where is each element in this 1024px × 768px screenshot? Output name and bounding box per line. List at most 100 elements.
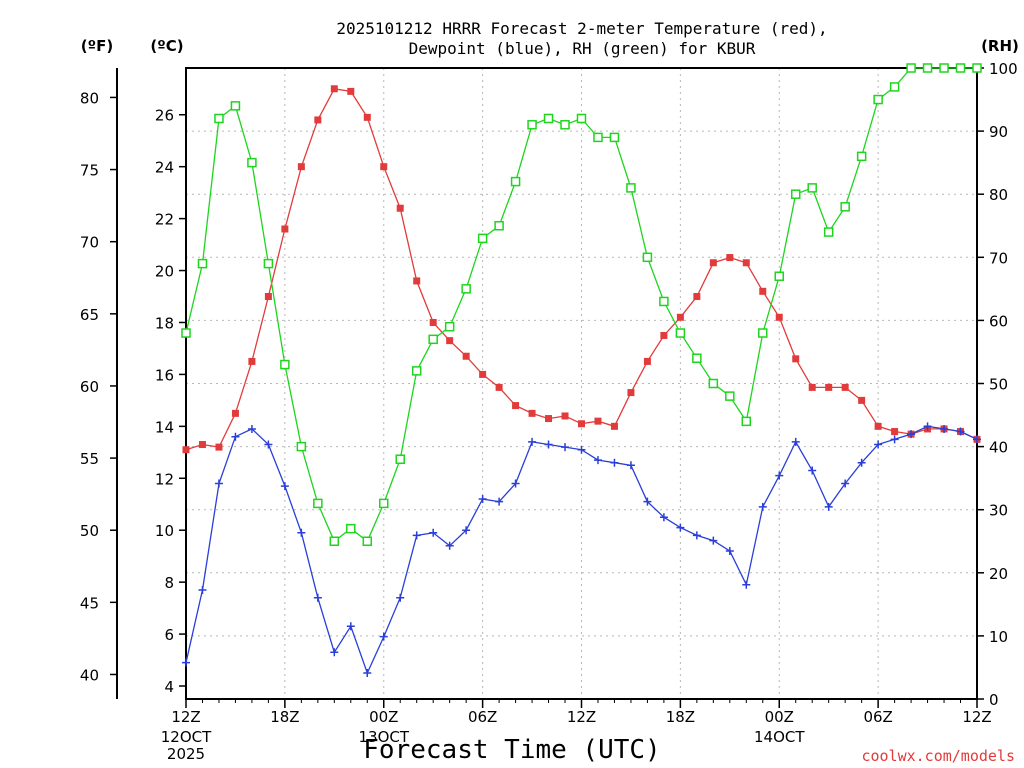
fahrenheit-tick-label: 40 bbox=[80, 666, 99, 684]
dewpoint-point bbox=[610, 458, 619, 467]
rh-point bbox=[873, 94, 883, 105]
dewpoint-point bbox=[297, 528, 306, 537]
dewpoint-point bbox=[544, 440, 553, 449]
rh-point bbox=[263, 258, 274, 269]
dewpoint-point bbox=[742, 580, 751, 589]
dewpoint-point bbox=[313, 593, 322, 602]
rh-point bbox=[543, 113, 554, 124]
x-date-label: 14OCT bbox=[754, 728, 805, 746]
fahrenheit-tick-label: 50 bbox=[80, 522, 99, 540]
dewpoint-point bbox=[231, 432, 240, 441]
dewpoint-point bbox=[412, 531, 421, 540]
data-series bbox=[181, 63, 982, 678]
fahrenheit-tick-label: 75 bbox=[80, 162, 99, 180]
rh-tick-label: 70 bbox=[989, 249, 1008, 267]
rh-point bbox=[428, 334, 438, 345]
chart-title-line1: 2025101212 HRRR Forecast 2-meter Tempera… bbox=[336, 19, 827, 38]
dewpoint-point bbox=[808, 466, 817, 475]
chart-title-line2: Dewpoint (blue), RH (green) for KBUR bbox=[409, 39, 756, 58]
temperature-point bbox=[462, 352, 470, 360]
celsius-tick-label: 10 bbox=[155, 522, 174, 540]
dewpoint-point bbox=[940, 424, 949, 433]
dewpoint-point bbox=[758, 502, 767, 511]
rh-tick-label: 40 bbox=[989, 439, 1008, 457]
celsius-tick-label: 20 bbox=[155, 263, 174, 281]
rh-point bbox=[955, 63, 966, 73]
dewpoint-point bbox=[561, 443, 570, 452]
dewpoint-point bbox=[264, 440, 273, 449]
rh-point bbox=[593, 132, 603, 143]
rh-point bbox=[939, 63, 949, 73]
x-tick-label: 12Z bbox=[171, 708, 200, 726]
temperature-point bbox=[215, 443, 223, 451]
rh-tick-label: 80 bbox=[989, 186, 1008, 204]
axes: 40 45 50 55 60 65 70 75 80 4 6 8 10 12 14 16 18 20 22 24 26 0… bbox=[80, 60, 1018, 763]
temperature-point bbox=[643, 357, 651, 365]
fahrenheit-tick-label: 45 bbox=[80, 594, 99, 612]
x-tick-label: 00Z bbox=[369, 708, 398, 726]
rh-point bbox=[922, 63, 933, 73]
temperature-point bbox=[808, 383, 816, 391]
rh-point bbox=[659, 296, 669, 307]
rh-point bbox=[197, 258, 208, 269]
rh-point bbox=[247, 157, 257, 168]
x-date-label: 13OCT bbox=[358, 728, 409, 746]
dewpoint-point bbox=[198, 585, 207, 594]
rh-point bbox=[840, 202, 850, 212]
rh-point bbox=[790, 189, 801, 199]
celsius-tick-label: 16 bbox=[155, 366, 174, 384]
x-tick-label: 18Z bbox=[270, 708, 299, 726]
dewpoint-point bbox=[775, 471, 784, 480]
celsius-tick-label: 14 bbox=[155, 418, 174, 436]
dewpoint-point bbox=[577, 445, 586, 454]
dewpoint-point bbox=[659, 513, 668, 522]
dewpoint-point bbox=[330, 648, 339, 657]
rh-axis-label: (RH) bbox=[981, 37, 1019, 55]
dewpoint-point bbox=[973, 435, 981, 444]
temperature-point bbox=[858, 396, 866, 404]
rh-point bbox=[856, 151, 867, 162]
rh-tick-label: 90 bbox=[989, 123, 1008, 141]
fahrenheit-tick-label: 60 bbox=[80, 378, 99, 396]
rh-point bbox=[296, 441, 307, 452]
temperature-point bbox=[792, 355, 800, 363]
temperature-point bbox=[198, 441, 206, 449]
rh-point bbox=[461, 284, 471, 294]
celsius-axis-label: (ºC) bbox=[150, 37, 183, 55]
rh-point bbox=[675, 328, 686, 338]
temperature-point bbox=[742, 259, 750, 267]
dewpoint-point bbox=[626, 461, 635, 470]
temperature-point bbox=[512, 402, 520, 410]
dewpoint-point bbox=[874, 440, 883, 449]
rh-point bbox=[313, 498, 323, 509]
temperature-point bbox=[479, 370, 487, 378]
rh-point bbox=[379, 498, 389, 509]
source-credit: coolwx.com/models bbox=[861, 747, 1015, 765]
rh-point bbox=[725, 391, 735, 401]
dewpoint-point bbox=[363, 669, 372, 678]
dewpoint-point bbox=[692, 531, 701, 540]
dewpoint-point bbox=[182, 658, 190, 667]
rh-point bbox=[527, 120, 537, 130]
rh-point bbox=[510, 176, 521, 187]
dewpoint-point bbox=[791, 437, 800, 446]
x-tick-label: 06Z bbox=[468, 708, 497, 726]
celsius-tick-label: 12 bbox=[155, 470, 174, 488]
rh-point bbox=[889, 82, 900, 92]
x-tick-label: 12Z bbox=[962, 708, 991, 726]
dewpoint-point bbox=[495, 497, 504, 506]
dewpoint-point bbox=[709, 536, 718, 545]
temperature-point bbox=[297, 163, 305, 171]
rh-point bbox=[494, 221, 504, 231]
temperature-point bbox=[693, 293, 701, 301]
rh-point bbox=[576, 113, 587, 124]
x-tick-label: 00Z bbox=[765, 708, 794, 726]
celsius-tick-label: 22 bbox=[155, 211, 174, 229]
fahrenheit-tick-label: 80 bbox=[80, 89, 99, 107]
dewpoint-point bbox=[923, 422, 932, 431]
temperature-point bbox=[709, 259, 717, 267]
temperature-point bbox=[594, 417, 602, 425]
dewpoint-point bbox=[528, 437, 537, 446]
x-date-label: 12OCT bbox=[161, 728, 212, 746]
